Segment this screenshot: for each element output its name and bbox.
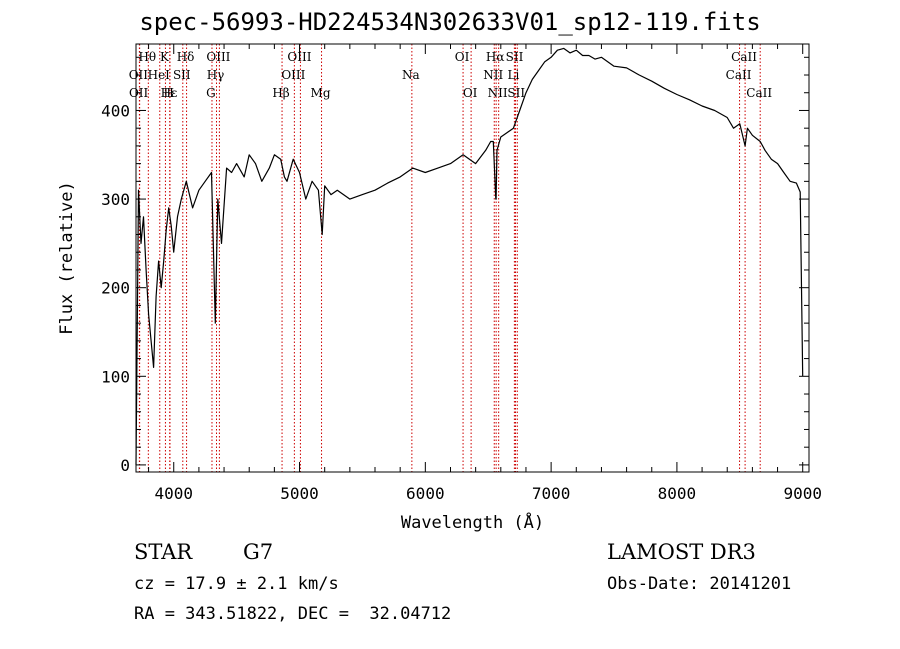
marker-label-0: Hθ [138,50,156,64]
y-tick-label: 100 [101,367,130,386]
marker-label-26: SII [507,86,525,100]
survey-name: LAMOST DR3 [607,540,756,564]
marker-label-27: CaII [746,86,772,100]
y-tick-label: 300 [101,190,130,209]
marker-label-23: Mg [311,86,331,100]
marker-label-11: SII [173,68,191,82]
object-subclass: G7 [243,540,274,564]
x-tick-label: 8000 [658,484,697,503]
marker-label-24: OI [463,86,478,100]
marker-label-2: Hδ [177,50,195,64]
marker-label-21: G [206,86,216,100]
marker-label-7: SII [506,50,524,64]
chart-title: spec-56993-HD224534N302633V01_sp12-119.f… [139,8,761,36]
x-tick-label: 6000 [406,484,445,503]
marker-label-1: K [160,50,170,64]
marker-label-20: H [163,86,173,100]
coordinates-readout: RA = 343.51822, DEC = 32.04712 [134,604,452,624]
marker-label-6: Hα [486,50,505,64]
y-tick-label: 200 [101,279,130,298]
marker-label-18: OII [129,86,149,100]
marker-label-15: NII [483,68,503,82]
flux-line [135,47,804,465]
marker-label-5: OI [455,50,470,64]
y-tick-label: 400 [101,101,130,120]
marker-label-8: CaII [731,50,757,64]
x-tick-label: 5000 [280,484,319,503]
observation-date: Obs-Date: 20141201 [607,574,792,594]
redshift-readout: cz = 17.9 ± 2.1 km/s [134,574,339,594]
x-tick-label: 9000 [783,484,822,503]
y-axis-label: Flux (relative) [57,181,77,335]
marker-label-22: Hβ [272,86,289,100]
marker-label-16: Li [507,68,519,82]
x-axis-label: Wavelength (Å) [401,511,544,533]
marker-label-9: OII [129,68,149,82]
y-tick-label: 0 [120,456,130,475]
marker-label-25: NII [488,86,508,100]
marker-label-12: Hγ [207,68,225,82]
marker-label-17: CaII [726,68,752,82]
marker-label-10: HeI [148,68,171,82]
marker-label-14: Na [402,68,420,82]
marker-label-3: OIII [206,50,230,64]
x-tick-label: 7000 [532,484,571,503]
marker-label-4: OIII [287,50,311,64]
marker-label-19: Hε [161,86,178,100]
plot-frame [135,43,810,473]
marker-label-13: OIII [281,68,305,82]
x-tick-label: 4000 [154,484,193,503]
object-class: STAR [134,540,193,564]
